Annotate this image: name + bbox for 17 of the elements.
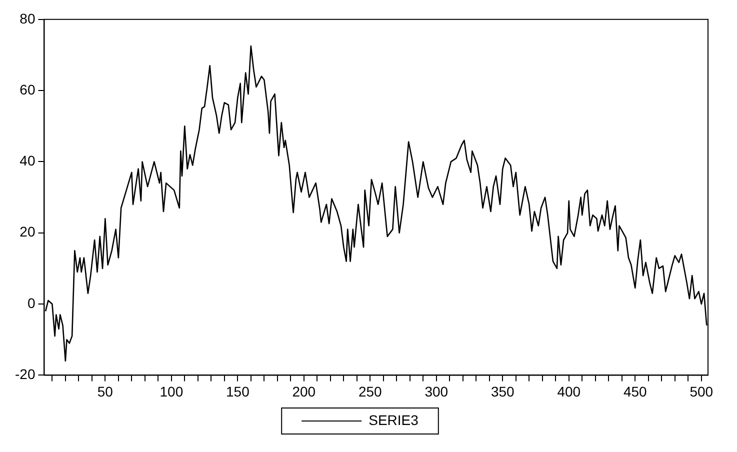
x-tick-label: 400	[557, 383, 581, 400]
y-tick-label: -20	[15, 366, 36, 382]
y-tick-label: 80	[20, 10, 36, 26]
legend-label: SERIE3	[368, 412, 419, 428]
x-tick-label: 150	[226, 383, 250, 400]
x-tick-label: 300	[424, 383, 448, 400]
y-tick-label: 40	[20, 152, 36, 169]
x-tick-label: 450	[623, 383, 648, 400]
x-tick-label: 100	[160, 383, 184, 400]
y-tick-label: 20	[20, 224, 36, 240]
x-tick-label: 350	[490, 383, 515, 400]
x-tick-label: 200	[292, 383, 316, 400]
x-tick-label: 250	[358, 383, 382, 400]
y-tick-label: 60	[20, 81, 36, 98]
y-tick-label: 0	[27, 294, 36, 311]
x-tick-label: 500	[690, 383, 714, 400]
x-tick-label: 50	[97, 383, 114, 400]
